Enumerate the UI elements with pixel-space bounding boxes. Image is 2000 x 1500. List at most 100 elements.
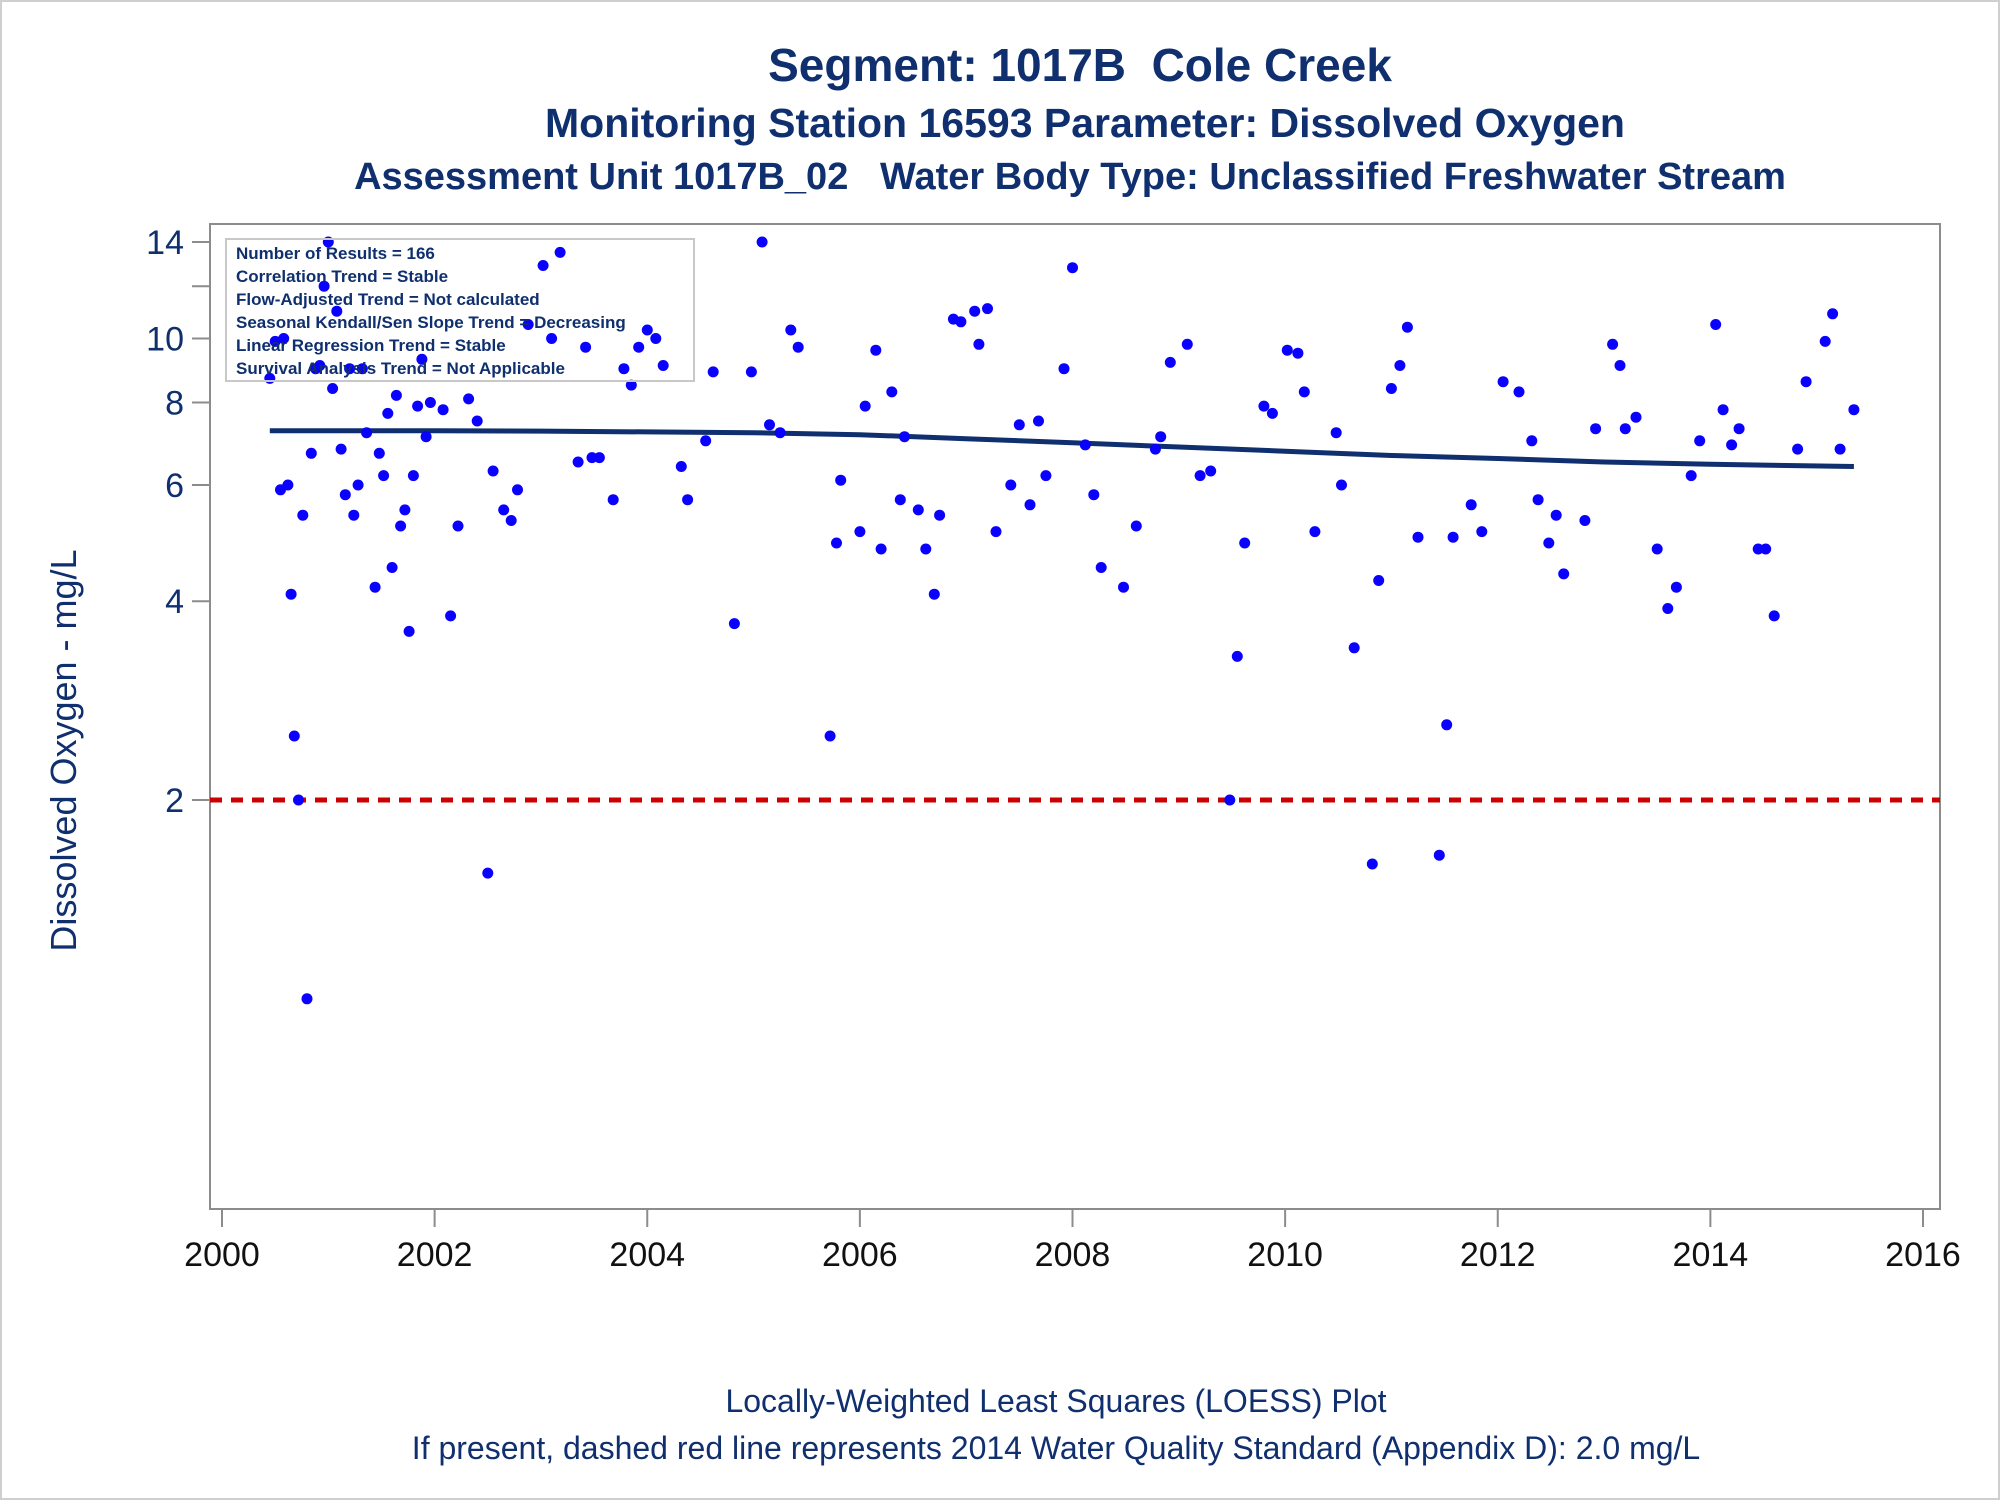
stats-box: Number of Results = 166 Correlation Trend… xyxy=(225,238,695,382)
data-point xyxy=(1694,435,1706,447)
data-point xyxy=(1149,443,1161,455)
x-tick-label: 2000 xyxy=(184,1236,260,1274)
stats-line: Seasonal Kendall/Sen Slope Trend = Decre… xyxy=(236,313,626,332)
data-point xyxy=(1373,575,1385,586)
data-point xyxy=(344,363,356,375)
data-point xyxy=(373,447,385,459)
data-point xyxy=(1558,568,1570,580)
data-point xyxy=(445,610,457,622)
y-tick-label: 10 xyxy=(146,320,184,358)
data-point xyxy=(512,484,523,496)
data-point xyxy=(835,474,847,486)
data-point xyxy=(1590,423,1602,435)
data-point xyxy=(348,509,360,521)
data-point xyxy=(1619,423,1631,435)
data-point xyxy=(1662,603,1674,614)
data-point xyxy=(1194,470,1206,482)
data-point xyxy=(707,366,719,378)
data-point xyxy=(293,794,304,806)
data-point xyxy=(1476,526,1488,538)
data-point xyxy=(875,543,887,555)
data-point xyxy=(399,504,411,516)
data-point xyxy=(572,456,584,468)
data-point xyxy=(1651,543,1663,555)
chart-subtitle-assessment: Assessment Unit 1017B_02 Water Body Type… xyxy=(354,156,1786,198)
data-point xyxy=(339,489,351,501)
data-point xyxy=(831,537,842,549)
data-point xyxy=(301,993,313,1005)
data-point xyxy=(1614,360,1626,371)
data-point xyxy=(1630,411,1642,423)
data-point xyxy=(1412,531,1424,543)
data-point xyxy=(1205,465,1217,477)
y-tick-label: 8 xyxy=(165,384,184,422)
data-point xyxy=(1239,537,1251,549)
data-point xyxy=(1465,499,1477,511)
x-axis: 2000 2002 2004 2006 2008 2010 2012 2014 2016 xyxy=(184,1209,1961,1274)
data-point xyxy=(1058,363,1070,375)
data-point xyxy=(700,435,712,447)
data-point xyxy=(785,324,797,336)
data-point xyxy=(305,447,317,459)
data-point xyxy=(969,305,981,317)
data-point xyxy=(1827,308,1839,320)
data-point xyxy=(285,588,297,600)
data-point xyxy=(416,353,428,365)
data-point xyxy=(352,479,364,491)
data-point xyxy=(764,419,775,431)
data-point xyxy=(1670,581,1682,593)
stats-line: Survival Analysis Trend = Not Applicable xyxy=(236,359,565,378)
data-point xyxy=(912,504,924,516)
data-point xyxy=(928,588,940,600)
data-point xyxy=(278,333,290,344)
data-point xyxy=(1433,849,1445,861)
data-point xyxy=(580,341,592,353)
data-point xyxy=(1441,719,1453,731)
data-point xyxy=(1532,494,1544,506)
data-point xyxy=(625,379,637,391)
data-point xyxy=(920,543,932,555)
data-point xyxy=(1298,386,1310,398)
data-point xyxy=(1819,335,1831,347)
data-point xyxy=(682,494,694,506)
data-point xyxy=(288,730,300,742)
data-point xyxy=(1550,509,1562,521)
data-point xyxy=(537,260,549,271)
data-point xyxy=(331,305,343,317)
data-point xyxy=(546,333,558,344)
data-point xyxy=(973,338,985,350)
x-tick-label: 2006 xyxy=(822,1236,898,1274)
y-axis-label: Dissolved Oxygen - mg/L xyxy=(43,549,84,951)
stats-line: Number of Results = 166 xyxy=(236,244,435,263)
stats-box-border xyxy=(225,238,695,382)
data-point xyxy=(1130,520,1142,532)
data-point xyxy=(618,363,630,375)
data-point xyxy=(463,393,475,405)
x-tick-label: 2008 xyxy=(1035,1236,1111,1274)
data-point xyxy=(1258,400,1270,412)
data-point xyxy=(314,360,326,371)
data-point xyxy=(756,236,768,248)
data-point xyxy=(1792,443,1804,455)
x-tick-label: 2016 xyxy=(1885,1236,1961,1274)
data-point xyxy=(1181,338,1193,350)
data-point xyxy=(420,431,432,443)
data-point xyxy=(792,341,804,353)
data-point xyxy=(482,867,494,879)
data-point xyxy=(1266,407,1278,419)
data-point xyxy=(745,366,757,378)
x-tick-label: 2014 xyxy=(1673,1236,1749,1274)
data-point xyxy=(554,246,566,258)
y-tick-label: 14 xyxy=(146,224,184,262)
data-point xyxy=(390,389,402,401)
data-point xyxy=(282,479,294,491)
y-tick-label: 4 xyxy=(165,583,184,621)
data-points xyxy=(264,236,1860,1005)
data-point xyxy=(1733,423,1745,435)
data-point xyxy=(1526,435,1538,447)
data-point xyxy=(327,383,339,394)
data-point xyxy=(593,452,605,464)
data-point xyxy=(1005,479,1017,491)
data-point xyxy=(1024,499,1036,511)
